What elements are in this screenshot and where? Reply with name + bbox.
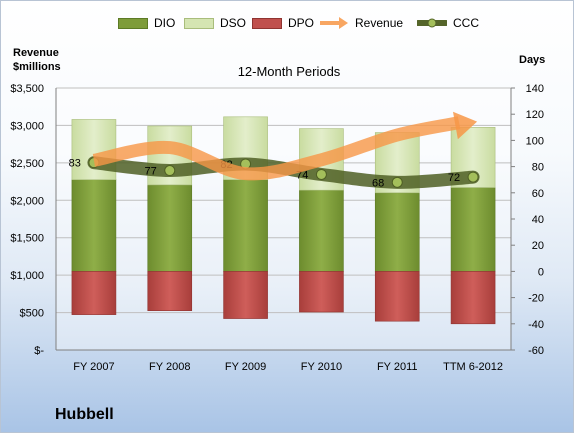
legend-item-dio: DIO (118, 13, 175, 33)
ccc-data-label: 72 (448, 172, 460, 184)
bar-dpo (147, 271, 193, 311)
y-left-tick-label: $1,000 (10, 270, 44, 282)
legend-label-dio: DIO (154, 16, 176, 30)
revenue-arrow-shaft (92, 116, 461, 181)
bar-dio (374, 192, 420, 272)
company-name: Hubbell (55, 406, 114, 423)
x-tick-label: TTM 6-2012 (443, 361, 503, 373)
bar-dpo (450, 271, 496, 325)
y-right-tick-label: 120 (526, 109, 544, 121)
bar-dio (71, 179, 117, 272)
bar-dpo (299, 271, 344, 313)
bar-dpo (374, 271, 420, 322)
y-right-tick-label: 80 (532, 162, 544, 174)
bar-dio (223, 179, 268, 272)
y-right-tick-label: -60 (528, 345, 544, 357)
x-tick-label: FY 2011 (377, 361, 418, 373)
bar-dio (450, 187, 496, 272)
x-tick-label: FY 2007 (73, 361, 114, 373)
chart-title: 12-Month Periods (238, 64, 341, 79)
legend-item-dso: DSO (184, 13, 246, 33)
y-left-tick-label: $3,000 (10, 120, 44, 132)
y-left-tick-label: $2,000 (10, 195, 44, 207)
legend-item-dpo: DPO (252, 13, 314, 33)
y-right-tick-label: 20 (532, 240, 544, 252)
ccc-point (467, 171, 479, 183)
y-left-tick-label: $2,500 (10, 158, 44, 170)
legend-label-dpo: DPO (288, 16, 315, 30)
y-left-tick-label: $500 (20, 308, 44, 320)
legend-swatch-revenue-arrow (320, 17, 348, 29)
y-right-tick-label: 60 (532, 188, 544, 200)
bar-dio (299, 189, 344, 272)
y-left-tick-label: $- (34, 345, 44, 357)
legend-label-ccc: CCC (453, 16, 479, 30)
legend-label-dso: DSO (220, 16, 247, 30)
legend: DIO DSO DPO Revenue CCC (1, 13, 573, 35)
y-left-tick-label: $1,500 (10, 233, 44, 245)
legend-item-revenue: Revenue (319, 13, 403, 33)
x-tick-label: FY 2009 (225, 361, 266, 373)
y-left-title-line2: $millions (13, 61, 61, 73)
y-right-tick-label: -20 (528, 293, 544, 305)
y-right-tick-label: 140 (526, 83, 544, 95)
y-left-title-line1: Revenue (13, 47, 59, 59)
y-right-tick-label: 100 (526, 135, 544, 147)
y-right-title: Days (519, 54, 545, 66)
ccc-point (315, 168, 327, 180)
y-right-tick-label: -40 (528, 319, 544, 331)
ccc-data-label: 68 (372, 177, 384, 189)
bar-dio (147, 184, 193, 272)
bar-dpo (223, 271, 268, 319)
ccc-point (164, 165, 176, 177)
legend-label-revenue: Revenue (355, 16, 404, 30)
ccc-point (391, 176, 403, 188)
legend-item-ccc: CCC (417, 13, 479, 33)
legend-swatch-dpo (252, 17, 282, 29)
bar-dpo (71, 271, 117, 315)
x-tick-label: FY 2010 (301, 361, 342, 373)
legend-swatch-dso (184, 17, 214, 29)
legend-swatch-ccc-line (417, 18, 447, 28)
x-tick-label: FY 2008 (149, 361, 190, 373)
y-right-tick-label: 40 (532, 214, 544, 226)
ccc-data-label: 83 (69, 158, 81, 170)
legend-swatch-dio (118, 17, 148, 29)
y-right-tick-label: 0 (538, 266, 544, 278)
y-left-tick-label: $3,500 (10, 83, 44, 95)
revenue-arrow-head (452, 111, 478, 140)
ccc-data-label: 77 (145, 166, 157, 178)
